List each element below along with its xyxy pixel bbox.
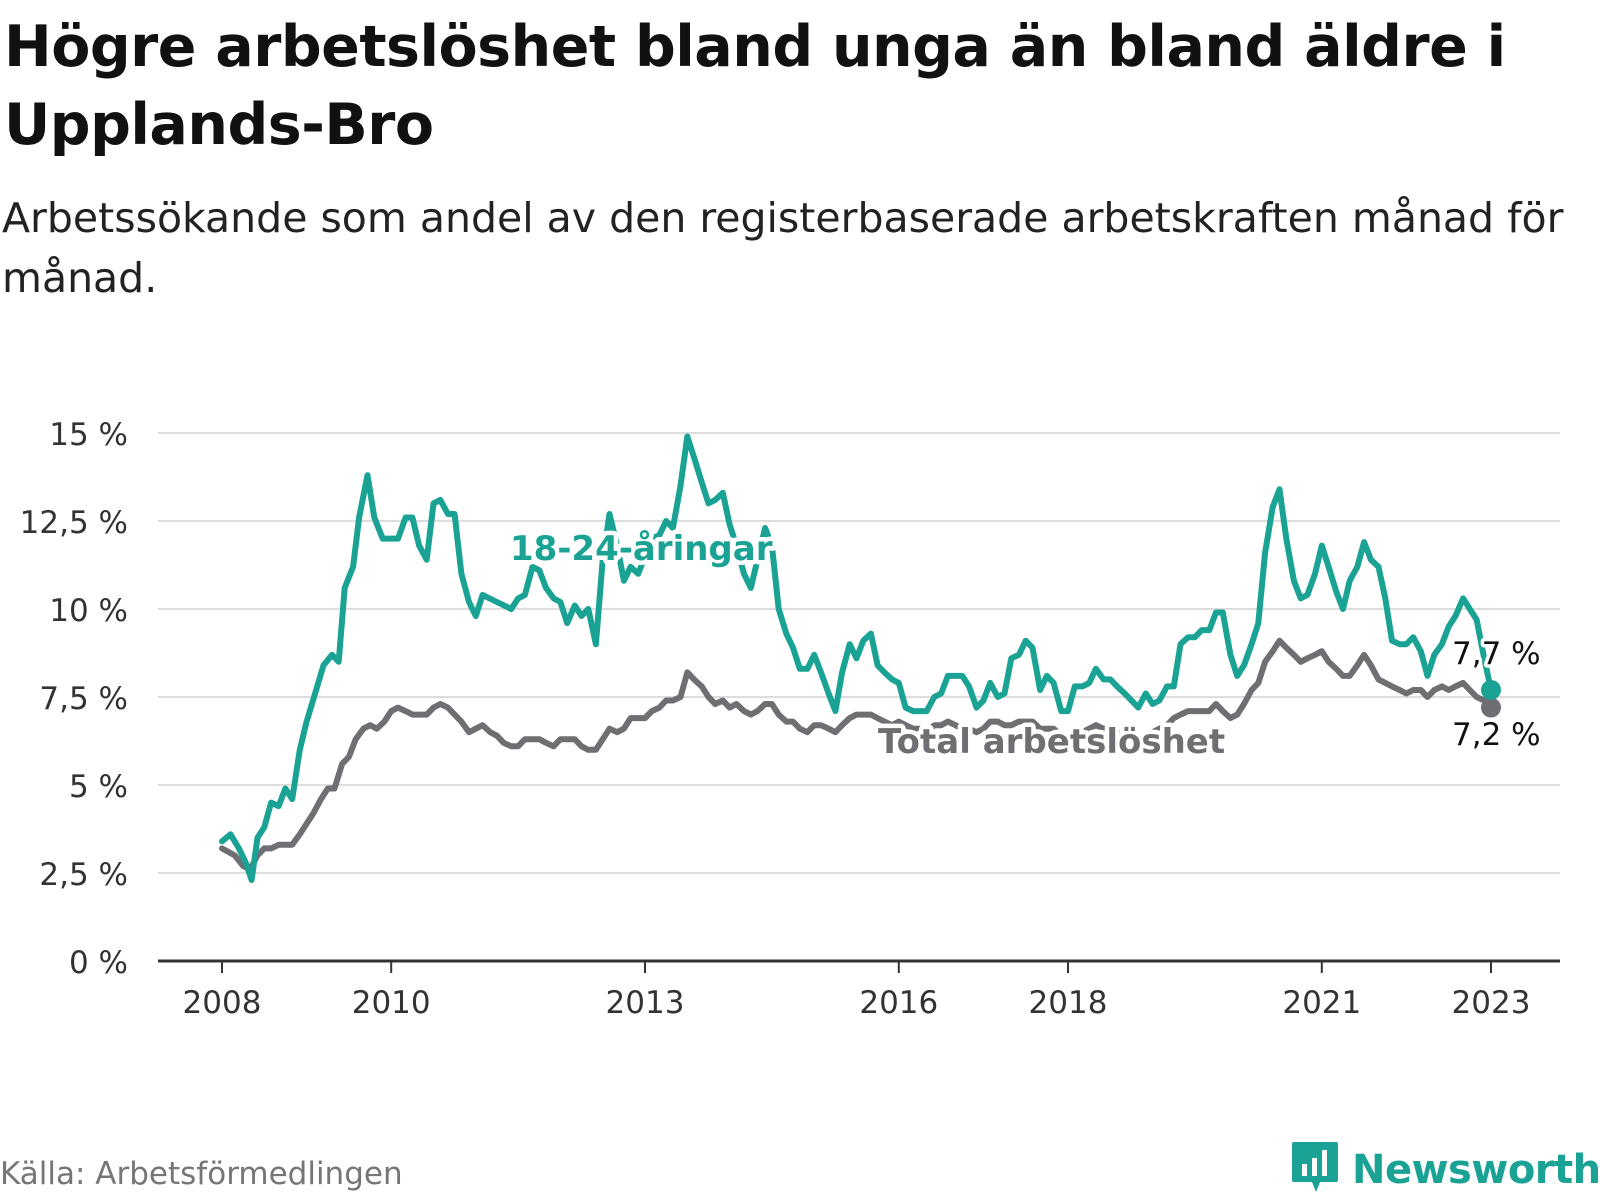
x-tick-label: 2023 bbox=[1452, 985, 1531, 1021]
x-tick-label: 2008 bbox=[183, 985, 262, 1021]
youth-series-line-end-dot bbox=[1481, 679, 1501, 700]
x-tick-label: 2021 bbox=[1282, 985, 1361, 1021]
newsworthy-logo: Newsworthy bbox=[1290, 1140, 1600, 1200]
y-tick-label: 7,5 % bbox=[39, 681, 128, 717]
y-tick-label: 15 % bbox=[49, 417, 128, 453]
y-axis-ticks: 0 % 2,5 % 5 % 7,5 % 10 % 12,5 % 15 % bbox=[20, 417, 128, 981]
youth-series-label: 18-24-åringar bbox=[510, 529, 773, 569]
chart-subtitle: Arbetssökande som andel av den registerb… bbox=[2, 194, 1564, 302]
source-note: Källa: Arbetsförmedlingen bbox=[0, 1156, 403, 1192]
series-labels: 18-24-åringar Total arbetslöshet 7,7 % 7,2 … bbox=[506, 525, 1545, 767]
chart-title: Högre arbetslöshet bland unga än bland ä… bbox=[4, 14, 1506, 158]
brand-name: Newsworthy bbox=[1352, 1147, 1600, 1193]
y-tick-label: 12,5 % bbox=[20, 505, 128, 541]
y-tick-label: 2,5 % bbox=[39, 857, 128, 893]
grid-lines bbox=[158, 432, 1560, 874]
total-end-label: 7,2 % bbox=[1452, 717, 1541, 753]
youth-series-line bbox=[219, 433, 1494, 883]
total-series-line-end-dot bbox=[1481, 697, 1501, 718]
y-tick-label: 5 % bbox=[69, 769, 128, 805]
x-tick-label: 2018 bbox=[1029, 985, 1108, 1021]
x-axis: 2008 2010 2013 2016 2018 2021 2023 bbox=[158, 959, 1560, 1021]
newsworthy-logo-icon bbox=[1292, 1142, 1338, 1192]
youth-end-label: 7,7 % bbox=[1452, 636, 1541, 672]
y-tick-label: 0 % bbox=[69, 945, 128, 981]
line-chart: 0 %2,5 %5 %7,5 %10 %12,5 %15 % 2008 2010 2… bbox=[20, 417, 1560, 1021]
total-series-line bbox=[219, 637, 1494, 873]
total-series-label: Total arbetslöshet bbox=[878, 722, 1225, 762]
x-tick-label: 2010 bbox=[352, 985, 431, 1021]
series-lines bbox=[219, 433, 1501, 883]
x-tick-label: 2016 bbox=[859, 985, 938, 1021]
y-tick-label: 10 % bbox=[49, 593, 128, 629]
x-tick-label: 2013 bbox=[606, 985, 685, 1021]
